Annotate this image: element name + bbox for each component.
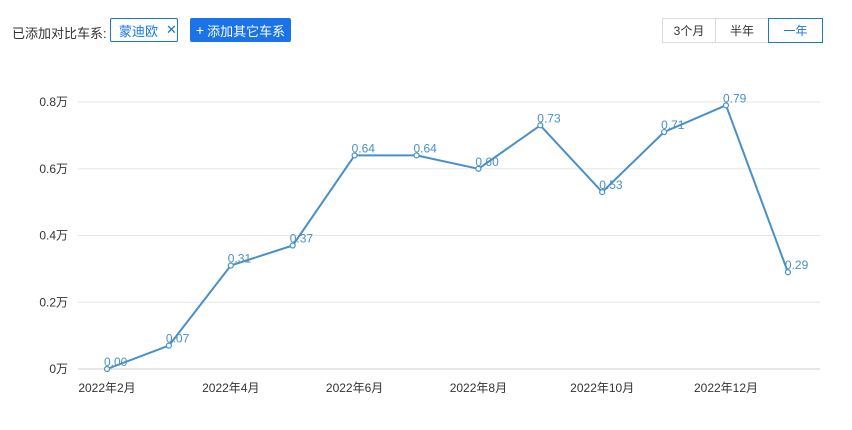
plus-icon: + [195,22,205,38]
add-series-button-label: 添加其它车系 [207,23,286,39]
y-tick-label: 0.8万 [39,95,68,109]
series-line [106,104,789,370]
series-chip-label: 蒙迪欧 [119,23,159,39]
data-point [227,262,234,269]
range-3-months-button[interactable]: 3个月 [662,18,716,43]
x-tick-label: 2022年8月 [450,381,507,395]
data-label: 0.79 [723,91,747,105]
line-chart: 0万 0.2万 0.4万 0.6万 0.8万 2022年2月 2022年4月 2022年6月 2… [39,91,820,395]
add-series-button[interactable]: + 添加其它车系 [190,18,291,42]
data-label: 0.64 [352,141,376,155]
y-tick-label: 0.4万 [39,229,68,243]
x-tick-label: 2022年10月 [570,381,634,395]
data-point [660,128,668,136]
data-point [165,342,172,349]
range-half-year-button[interactable]: 半年 [715,18,769,43]
x-tick-label: 2022年12月 [694,381,758,395]
y-tick-label: 0万 [49,362,68,376]
data-label: 0.07 [166,332,190,346]
range-half-year-label: 半年 [729,24,754,38]
x-tick-label: 2022年4月 [202,381,259,395]
data-label: 0.60 [475,155,499,169]
data-label: 0.00 [104,355,128,369]
y-tick-label: 0.2万 [39,295,68,309]
data-label: 0.71 [661,118,685,132]
range-one-year-button[interactable]: 一年 [768,18,823,43]
data-label: 0.64 [414,141,438,155]
data-label: 0.53 [599,178,623,192]
toolbar: 已添加对比车系: 蒙迪欧 ✕ + 添加其它车系 3个月 半年 一年 [0,0,852,60]
y-tick-label: 0.6万 [39,162,68,176]
data-point [537,122,544,129]
data-point [599,189,606,196]
series-chip: 蒙迪欧 ✕ [110,18,178,42]
x-tick-label: 2022年6月 [326,381,383,395]
data-label: 0.37 [290,232,314,246]
range-3-months-label: 3个月 [673,24,705,38]
added-series-label: 已添加对比车系: [12,26,107,41]
data-point [722,102,730,109]
data-label: 0.73 [537,111,561,125]
range-one-year-label: 一年 [783,24,808,38]
data-label: 0.31 [228,252,252,266]
data-label: 0.29 [785,258,809,272]
time-range-selector: 3个月 半年 一年 [662,18,823,43]
data-point [784,269,792,276]
data-point [289,242,296,249]
data-point [351,152,358,159]
data-point [475,165,482,172]
close-icon[interactable]: ✕ [166,22,177,37]
x-tick-label: 2022年2月 [78,381,135,395]
data-point [413,152,420,159]
data-point [103,365,111,373]
